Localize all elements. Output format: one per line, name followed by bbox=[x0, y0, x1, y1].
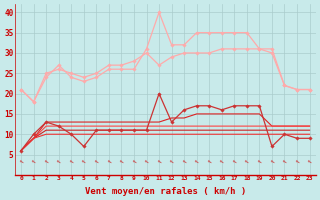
Text: ←: ← bbox=[231, 157, 237, 164]
Text: ←: ← bbox=[18, 157, 24, 164]
Text: ←: ← bbox=[118, 157, 125, 164]
Text: ←: ← bbox=[43, 157, 49, 164]
Text: ←: ← bbox=[131, 157, 137, 164]
Text: ←: ← bbox=[193, 157, 200, 164]
Text: ←: ← bbox=[81, 157, 87, 164]
Text: ←: ← bbox=[181, 157, 188, 164]
Text: ←: ← bbox=[143, 157, 150, 164]
Text: ←: ← bbox=[281, 157, 288, 164]
Text: ←: ← bbox=[269, 157, 275, 164]
Text: ←: ← bbox=[156, 157, 162, 164]
Text: ←: ← bbox=[244, 157, 250, 164]
Text: ←: ← bbox=[30, 157, 37, 164]
X-axis label: Vent moyen/en rafales ( km/h ): Vent moyen/en rafales ( km/h ) bbox=[85, 187, 246, 196]
Text: ←: ← bbox=[168, 157, 175, 164]
Text: ←: ← bbox=[55, 157, 62, 164]
Text: ←: ← bbox=[106, 157, 112, 164]
Text: ←: ← bbox=[294, 157, 300, 164]
Text: ←: ← bbox=[219, 157, 225, 164]
Text: ←: ← bbox=[206, 157, 212, 164]
Text: ←: ← bbox=[306, 157, 313, 164]
Text: ←: ← bbox=[93, 157, 100, 164]
Text: ←: ← bbox=[68, 157, 75, 164]
Text: ←: ← bbox=[256, 157, 263, 164]
